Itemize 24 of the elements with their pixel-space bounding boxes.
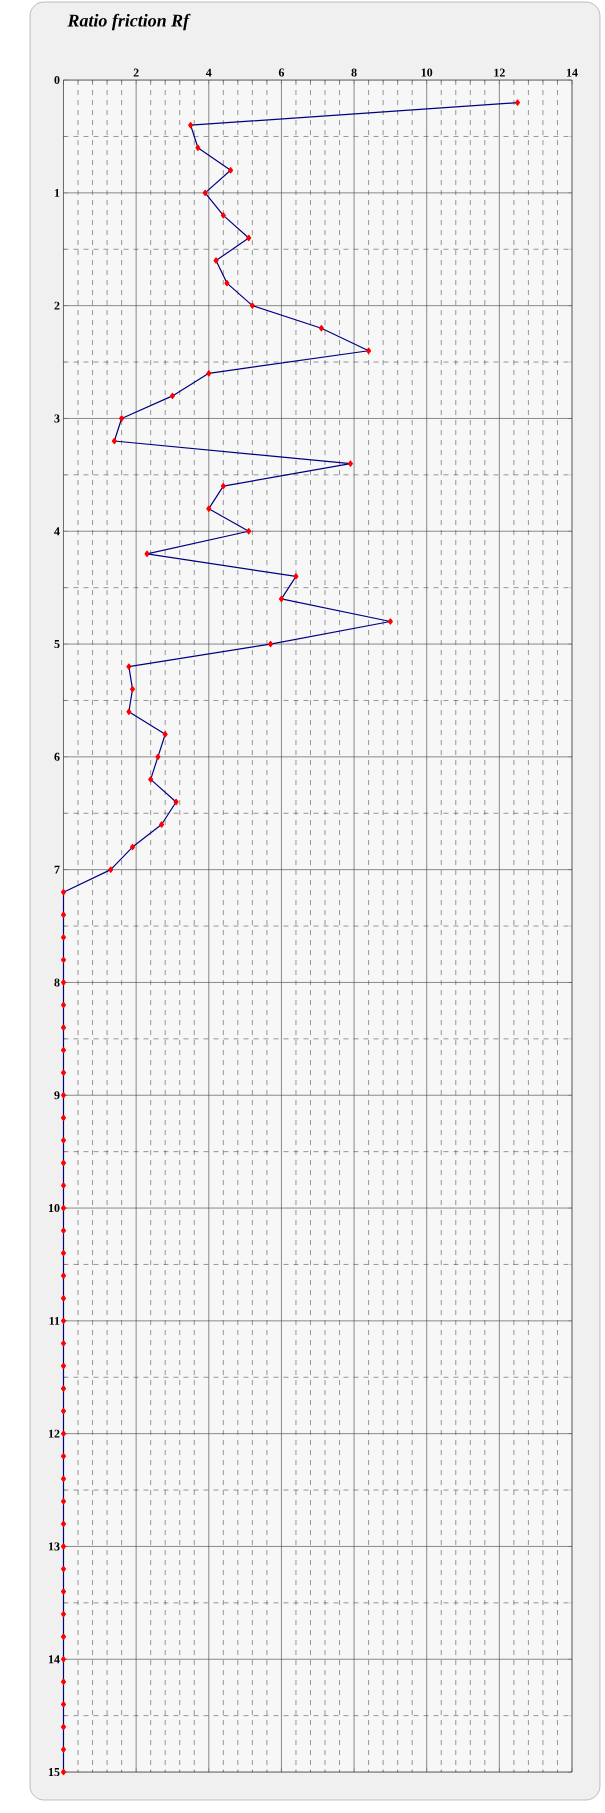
x-tick-label: 4 bbox=[205, 68, 212, 77]
y-tick-label: 2 bbox=[54, 301, 60, 310]
y-tick-label: 5 bbox=[54, 640, 60, 649]
x-tick-label: 8 bbox=[351, 68, 357, 77]
y-tick-label: 15 bbox=[48, 1768, 60, 1777]
y-tick-label: 11 bbox=[49, 1316, 60, 1325]
y-tick-label: 3 bbox=[54, 414, 60, 423]
y-tick-label: 9 bbox=[54, 1091, 60, 1100]
y-tick-label: 1 bbox=[54, 188, 60, 197]
y-tick-label: 14 bbox=[48, 1655, 60, 1664]
chart-title: Ratio friction Rf bbox=[67, 13, 191, 31]
x-tick-label: 2 bbox=[133, 68, 139, 77]
x-tick-label: 6 bbox=[278, 68, 285, 77]
y-tick-label: 13 bbox=[48, 1542, 60, 1551]
y-tick-label: 4 bbox=[54, 527, 60, 536]
y-tick-label: 12 bbox=[48, 1429, 60, 1438]
y-tick-label: 6 bbox=[54, 752, 60, 761]
x-tick-label: 10 bbox=[421, 68, 433, 77]
y-tick-label: 10 bbox=[48, 1204, 60, 1213]
x-tick-label: 12 bbox=[494, 68, 505, 77]
y-tick-label: 0 bbox=[54, 76, 60, 85]
x-tick-label: 14 bbox=[566, 68, 578, 77]
y-tick-label: 7 bbox=[54, 865, 60, 874]
y-tick-label: 8 bbox=[54, 978, 60, 987]
